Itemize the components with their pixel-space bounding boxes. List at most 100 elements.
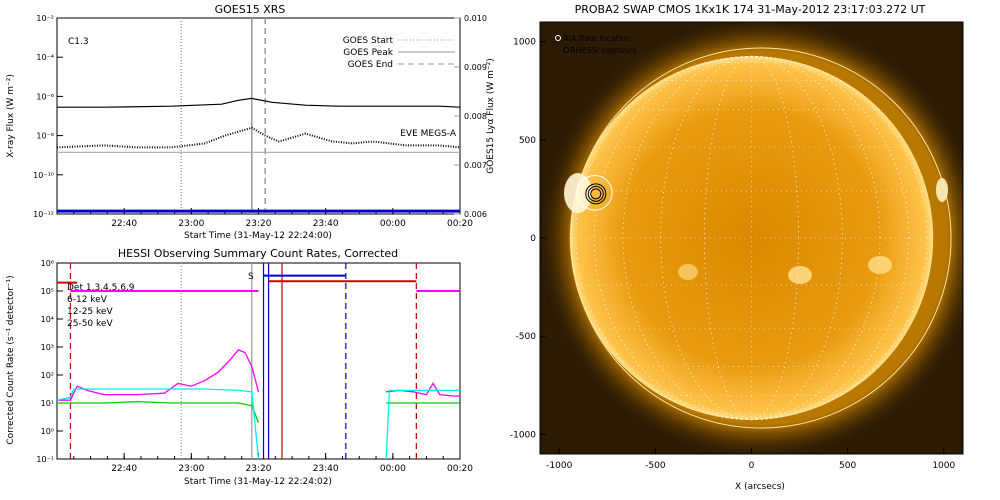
hessi-x-tick-label: 00:20 xyxy=(447,464,473,474)
goes-y-ticks: 10⁻¹² 10⁻¹⁰ 10⁻⁸ 10⁻⁶ 10⁻⁴ 10⁻² xyxy=(33,14,63,219)
goes-y-tick-label: 10⁻⁸ xyxy=(36,132,54,141)
swap-y-ticks: -1000 -500 0 500 1000 xyxy=(510,38,546,440)
hessi-legend-6-12: 6-12 keV xyxy=(67,295,108,305)
goes-x-tick-label: 23:20 xyxy=(246,219,272,229)
grid-longitude xyxy=(593,55,910,421)
goes-plot-frame xyxy=(56,17,461,215)
hessi-title: HESSI Observing Summary Count Rates, Cor… xyxy=(118,247,398,260)
goes-y-tick-label: 10⁻¹⁰ xyxy=(33,171,54,180)
swap-legend-aia: AIA flare location xyxy=(563,34,631,43)
hessi-x-tick-label: 23:40 xyxy=(313,464,339,474)
goes-x-tick-label: 00:20 xyxy=(447,219,473,229)
goes-y-tick-label: 10⁻⁶ xyxy=(36,92,54,101)
goes-eve-label: EVE MEGS-A xyxy=(400,129,457,139)
goes-x-tick-label: 23:00 xyxy=(178,219,204,229)
swap-title: PROBA2 SWAP CMOS 1Kx1K 174 31-May-2012 2… xyxy=(575,3,926,16)
hessi-x-ticks: 22:40 23:00 23:20 23:40 00:00 00:20 xyxy=(56,453,473,474)
goes-panel: GOES15 XRS 22:40 23:00 23:20 23:40 00:00 00:2… xyxy=(6,3,496,241)
swap-y-tick-label: -1000 xyxy=(510,430,536,440)
swap-xlabel: X (arcsecs) xyxy=(735,482,785,492)
limb-brightening xyxy=(570,47,952,429)
goes-right-ticks: 0.006 0.007 0.008 0.009 0.010 xyxy=(454,14,487,219)
hessi-series-25-50-keV xyxy=(56,388,260,460)
active-region-west xyxy=(868,256,892,274)
goes-series-long xyxy=(57,97,461,108)
hessi-y-tick-label: 10⁴ xyxy=(41,315,54,324)
goes-ylabel-right: GOES15 Lyα Flux (W m⁻²) xyxy=(486,58,496,174)
hessi-series xyxy=(56,274,460,460)
active-region-limb-west xyxy=(936,178,948,202)
hessi-legend-det: Det 1,3,4,5,6,9 xyxy=(67,283,135,293)
hessi-series-25-50-keV-late xyxy=(385,389,460,460)
hessi-x-tick-label: 00:00 xyxy=(380,464,406,474)
hessi-y-tick-label: 10¹ xyxy=(41,399,54,408)
hessi-event-lines xyxy=(69,263,417,459)
goes-right-tick-label: 0.010 xyxy=(464,14,487,23)
goes-right-tick-label: 0.009 xyxy=(464,63,487,72)
goes-title: GOES15 XRS xyxy=(215,3,286,16)
swap-y-tick-label: -500 xyxy=(516,332,537,342)
hessi-y-tick-label: 10³ xyxy=(41,343,54,352)
rhessi-contours xyxy=(585,183,607,205)
swap-y-tick-label: 1000 xyxy=(513,38,536,48)
goes-legend-start: GOES Start xyxy=(343,36,394,46)
hessi-legend-12-25: 12-25 keV xyxy=(67,307,113,317)
hessi-panel: HESSI Observing Summary Count Rates, Cor… xyxy=(6,247,473,487)
swap-x-tick-label: -1000 xyxy=(546,461,572,471)
hessi-series-6-12-keV xyxy=(57,349,260,401)
swap-panel: PROBA2 SWAP CMOS 1Kx1K 174 31-May-2012 2… xyxy=(510,3,964,492)
aia-flare-location-circle xyxy=(576,175,613,211)
goes-y-tick-label: 10⁻² xyxy=(36,14,54,23)
hessi-y-tick-label: 10² xyxy=(41,371,54,380)
swap-x-ticks: -1000 -500 0 500 1000 xyxy=(546,448,955,471)
goes-xlabel: Start Time (31-May-12 22:24:00) xyxy=(184,231,332,241)
hessi-series-12-25-keV xyxy=(57,400,260,423)
swap-legend-rhessi-symbol xyxy=(563,47,569,53)
swap-legend-rhessi: RHESSI contours xyxy=(570,46,637,55)
hessi-legend: Det 1,3,4,5,6,9 6-12 keV 12-25 keV 25-50… xyxy=(67,283,135,329)
hessi-xlabel: Start Time (31-May-12 22:24:02) xyxy=(184,477,332,487)
hessi-y-ticks: 10⁻¹ 10⁰ 10¹ 10² 10³ 10⁴ 10⁵ 10⁶ xyxy=(36,259,63,464)
goes-series xyxy=(56,97,461,213)
goes-right-tick-label: 0.008 xyxy=(464,112,487,121)
goes-legend: GOES Start GOES Peak GOES End xyxy=(343,36,455,70)
swap-y-tick-label: 500 xyxy=(519,136,536,146)
swap-x-tick-label: 500 xyxy=(839,461,856,471)
active-region-southwest xyxy=(678,264,698,280)
goes-ylabel: X-ray Flux (W m⁻²) xyxy=(6,74,16,158)
hessi-x-tick-label: 23:20 xyxy=(246,464,272,474)
swap-legend: AIA flare location RHESSI contours xyxy=(555,34,637,55)
goes-legend-end: GOES End xyxy=(348,60,393,70)
swap-y-tick-label: 0 xyxy=(530,234,536,244)
hessi-ylabel: Corrected Count Rate (s⁻¹ detector⁻¹) xyxy=(6,275,16,444)
active-region-east xyxy=(564,173,592,213)
hessi-y-tick-label: 10⁶ xyxy=(41,259,54,268)
sun-disk xyxy=(569,56,934,420)
rhessi-contour xyxy=(587,185,604,202)
hessi-x-tick-label: 23:00 xyxy=(178,464,204,474)
hessi-s-label: S xyxy=(248,272,254,282)
heliographic-grid xyxy=(569,55,934,421)
active-region-center xyxy=(788,266,812,284)
hessi-legend-25-50: 25-50 keV xyxy=(67,319,113,329)
hessi-y-tick-label: 10⁵ xyxy=(41,287,54,296)
goes-x-tick-label: 22:40 xyxy=(111,219,137,229)
rhessi-contour xyxy=(585,183,607,205)
goes-series-short xyxy=(56,126,461,149)
goes-x-tick-label: 00:00 xyxy=(380,219,406,229)
goes-right-tick-label: 0.006 xyxy=(464,210,487,219)
hessi-series-6-12-keV-late xyxy=(386,382,460,397)
swap-x-tick-label: 1000 xyxy=(932,461,955,471)
swap-x-tick-label: 0 xyxy=(749,461,755,471)
goes-right-tick-label: 0.007 xyxy=(464,161,487,170)
goes-legend-peak: GOES Peak xyxy=(343,48,393,58)
goes-x-tick-label: 23:40 xyxy=(313,219,339,229)
goes-class-label: C1.3 xyxy=(68,37,89,47)
hessi-x-tick-label: 22:40 xyxy=(111,464,137,474)
goes-event-lines xyxy=(180,18,266,214)
goes-y-tick-label: 10⁻⁴ xyxy=(36,53,54,62)
swap-legend-aia-symbol xyxy=(555,35,561,41)
grid-longitude xyxy=(660,55,843,421)
hessi-y-tick-label: 10⁰ xyxy=(41,427,54,436)
